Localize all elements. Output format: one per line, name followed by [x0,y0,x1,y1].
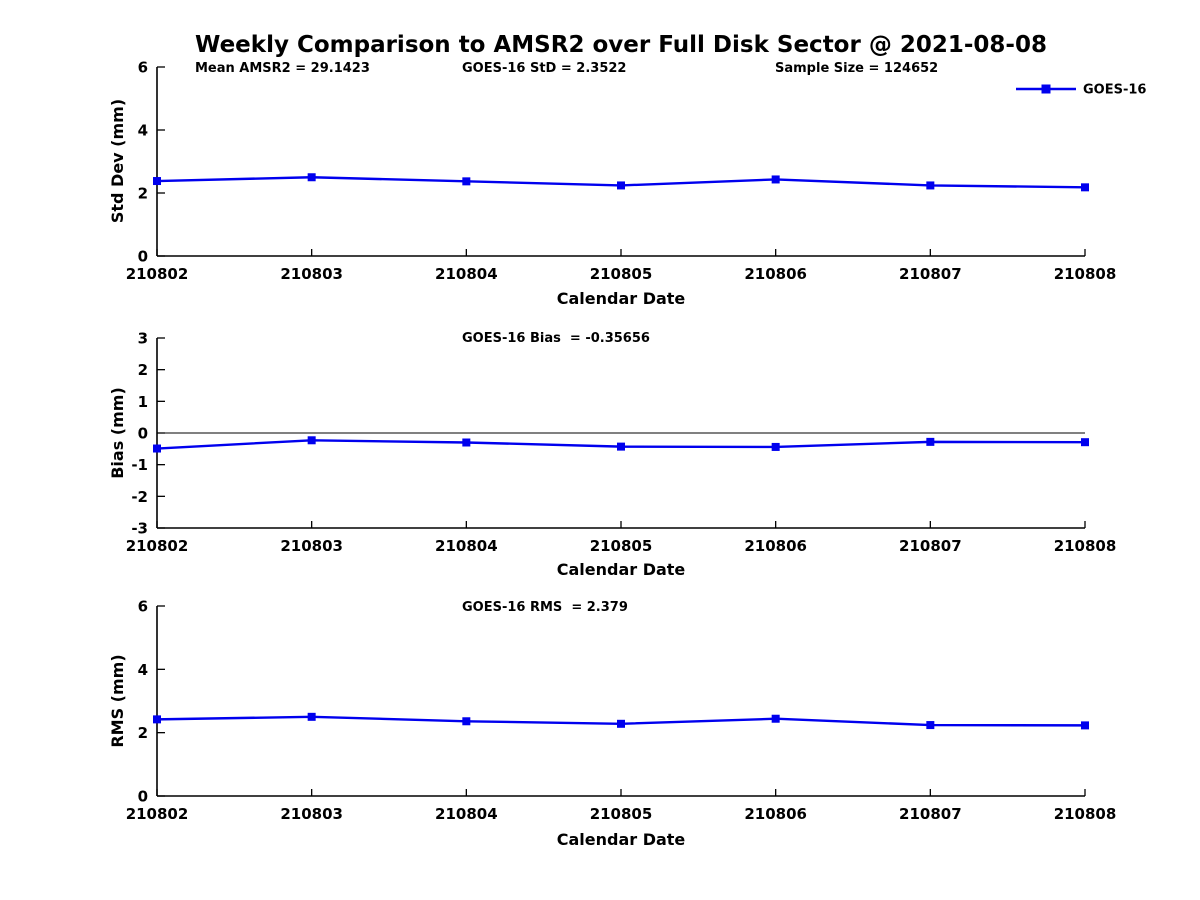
rms-plot-area: 0 2 4 6 210802 210803 210804 210805 210806 210807… [126,598,1117,824]
y-tick-label: 0 [138,788,148,806]
bias-x-axis-label: Calendar Date [557,560,686,579]
data-point-marker [307,712,316,721]
data-point-marker [617,181,625,190]
annotation-mean-amsr2: Mean AMSR2 = 29.1423 [195,61,370,76]
y-tick-label: 2 [138,185,148,203]
rms-y-axis-label: RMS (mm) [108,654,127,747]
y-tick-label: 4 [138,661,148,679]
data-point-marker [153,177,161,186]
data-point-marker [153,444,161,453]
y-tick-label: -2 [131,488,148,506]
data-point-marker [771,442,780,451]
x-tick-label: 210805 [590,265,653,283]
rms-x-axis-label: Calendar Date [557,830,686,849]
y-tick-label: 2 [138,361,148,379]
figure-title: Weekly Comparison to AMSR2 over Full Dis… [195,32,1047,58]
data-point-marker [1081,438,1089,447]
y-tick-label: 3 [138,330,148,348]
x-tick-label: 210803 [280,265,343,283]
stddev-y-axis-label: Std Dev (mm) [108,99,127,223]
y-tick-label: 4 [138,122,148,140]
x-tick-label: 210805 [590,537,653,555]
data-point-marker [462,438,471,447]
data-point-marker [617,442,625,451]
data-point-marker [1081,183,1089,192]
x-tick-label: 210802 [126,537,189,555]
annotation-sample-size: Sample Size = 124652 [775,61,938,76]
x-tick-label: 210806 [744,265,807,283]
x-tick-label: 210804 [435,265,498,283]
legend: GOES-16 [1016,83,1146,98]
y-tick-label: 2 [138,724,148,742]
y-tick-label: 6 [138,59,148,77]
x-tick-label: 210805 [590,805,653,823]
x-tick-label: 210807 [899,265,962,283]
x-tick-label: 210803 [280,805,343,823]
y-tick-label: 1 [138,393,148,411]
annotation-goes16-std: GOES-16 StD = 2.3522 [462,61,626,76]
data-point-marker [462,717,471,726]
annotation-goes16-bias: GOES-16 Bias = -0.35656 [462,331,650,346]
bias-plot-area: -3 -2 -1 0 1 2 3 210802 210803 210804 210805 210806… [126,330,1117,556]
x-tick-label: 210807 [899,805,962,823]
data-point-marker [307,173,316,182]
y-tick-label: 0 [138,425,148,443]
y-tick-label: -1 [131,456,148,474]
x-tick-label: 210806 [744,537,807,555]
x-tick-label: 210806 [744,805,807,823]
x-tick-label: 210804 [435,537,498,555]
data-point-marker [771,175,780,184]
x-tick-label: 210807 [899,537,962,555]
x-tick-label: 210802 [126,805,189,823]
data-point-marker [771,714,780,723]
stddev-plot-area: 0 2 4 6 210802 210803 210804 210805 210806 210807… [126,59,1117,284]
annotation-goes16-rms: GOES-16 RMS = 2.379 [462,600,628,615]
bias-y-axis-label: Bias (mm) [108,387,127,479]
data-point-marker [617,719,625,728]
stddev-x-axis-label: Calendar Date [557,289,686,308]
x-tick-label: 210804 [435,805,498,823]
data-point-marker [153,715,161,724]
data-point-marker [926,181,935,190]
x-tick-label: 210802 [126,265,189,283]
data-point-marker [926,721,935,730]
data-point-marker [307,436,316,445]
legend-label: GOES-16 [1083,83,1146,98]
x-tick-label: 210808 [1054,265,1117,283]
data-point-marker [462,177,471,186]
x-tick-label: 210803 [280,537,343,555]
y-tick-label: 0 [138,248,148,266]
x-tick-label: 210808 [1054,537,1117,555]
data-point-marker [926,437,935,446]
y-tick-label: -3 [131,520,148,538]
x-tick-label: 210808 [1054,805,1117,823]
y-tick-label: 6 [138,598,148,616]
legend-marker-sample [1041,84,1051,94]
data-point-marker [1081,721,1089,730]
